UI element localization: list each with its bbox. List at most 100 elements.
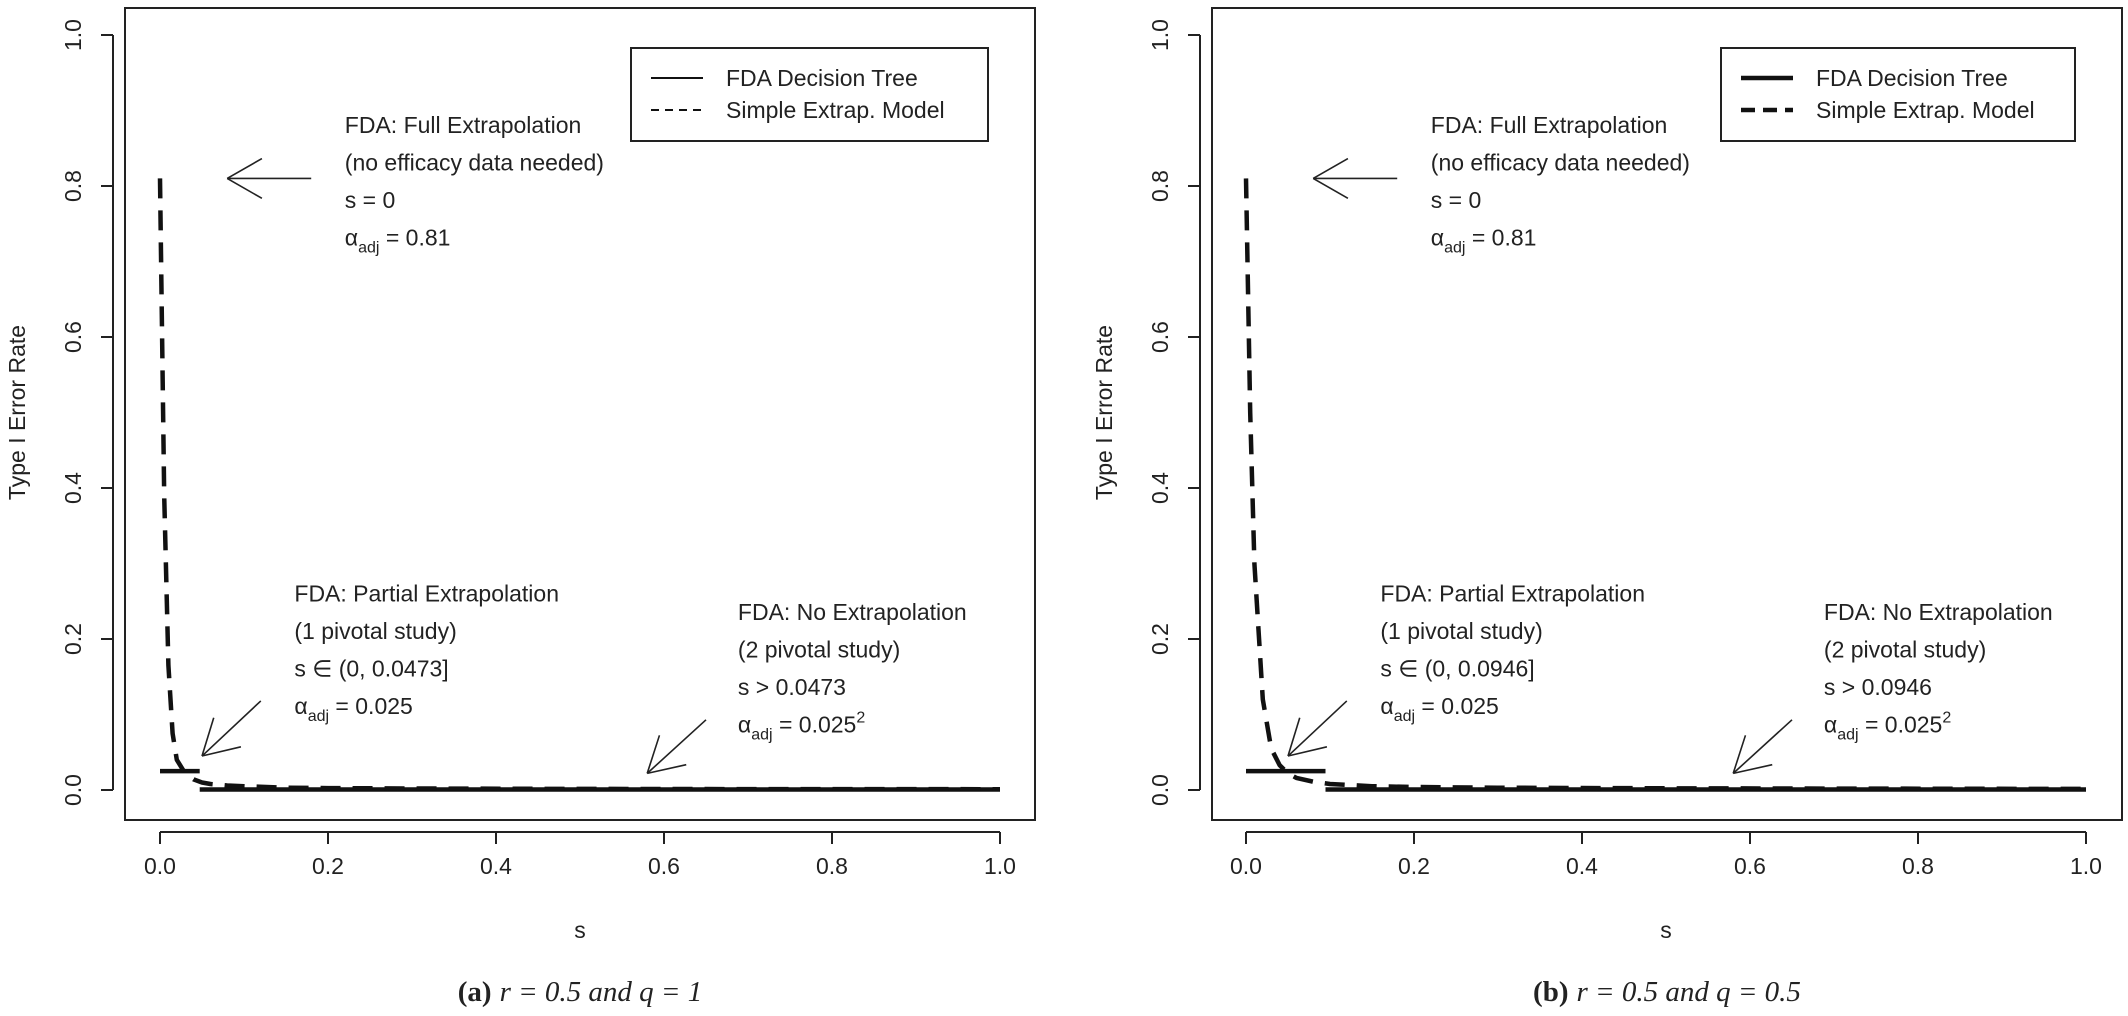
annotation: FDA: Partial Extrapolation (1 pivotal stu…	[1287, 580, 1645, 757]
alpha-equals: =	[1859, 712, 1885, 738]
x-axis: 0.0 0.2 0.4 0.6 0.8 1.0	[144, 831, 1016, 879]
annotation-text: s = 0	[1431, 187, 1482, 213]
alpha-subscript: adj	[1444, 240, 1465, 257]
x-tick-label: 1.0	[2070, 853, 2102, 879]
y-axis: 0.0 0.2 0.4 0.6 0.8 1.0	[60, 19, 114, 806]
series-simple-extrap-model	[1243, 178, 2087, 792]
plot-frame	[124, 7, 1036, 821]
annotation-text: (no efficacy data needed)	[1431, 150, 1690, 176]
annotation-arrow-head	[226, 157, 263, 180]
annotation-alpha: αadj = 0.0252	[738, 710, 865, 744]
alpha-symbol: α	[294, 693, 307, 719]
y-axis: 0.0 0.2 0.4 0.6 0.8 1.0	[1147, 19, 1201, 806]
x-tick-label: 1.0	[984, 853, 1016, 879]
x-tick-label: 0.8	[816, 853, 848, 879]
annotation-arrow-head	[646, 735, 661, 774]
alpha-symbol: α	[1380, 693, 1393, 719]
x-tick-label: 0.6	[648, 853, 680, 879]
alpha-equals: =	[379, 225, 405, 251]
alpha-equals: =	[329, 693, 355, 719]
legend: FDA Decision Tree Simple Extrap. Model	[630, 47, 989, 142]
annotation: FDA: No Extrapolation (2 pivotal study) s …	[646, 599, 967, 775]
alpha-subscript: adj	[1837, 727, 1858, 744]
alpha-symbol: α	[738, 712, 751, 738]
annotation-text: (2 pivotal study)	[738, 637, 900, 663]
alpha-value: 0.025	[355, 693, 413, 719]
annotation-text: FDA: Full Extrapolation	[345, 112, 581, 138]
annotation-text: s ∈ (0, 0.0946]	[1380, 655, 1534, 681]
y-tick-label: 0.4	[1147, 472, 1173, 504]
annotation-arrow-shaft	[1732, 719, 1793, 774]
y-tick-label: 0.8	[60, 170, 86, 202]
panel-b: 0.0 0.2 0.4 0.6 0.8 1.0 s 0.0 0.2 0.4 0.6 0.8 1.0 Typ…	[1091, 7, 2123, 1008]
annotation-arrow-head	[201, 746, 242, 757]
y-tick-label: 1.0	[1147, 19, 1173, 51]
y-axis-label: Type I Error Rate	[4, 325, 30, 500]
alpha-subscript: adj	[751, 727, 772, 744]
alpha-superscript: 2	[856, 710, 865, 727]
alpha-value: 0.81	[406, 225, 451, 251]
x-tick-label: 0.4	[480, 853, 512, 879]
annotation-text: FDA: Full Extrapolation	[1431, 112, 1667, 138]
y-tick-label: 0.8	[1147, 170, 1173, 202]
annotation-text: s ∈ (0, 0.0473]	[294, 655, 448, 681]
annotation-text: (no efficacy data needed)	[345, 150, 604, 176]
y-axis-label: Type I Error Rate	[1091, 325, 1117, 500]
annotation-arrow-shaft	[646, 719, 707, 774]
y-tick-label: 0.6	[1147, 321, 1173, 353]
series-simple-extrap-model	[157, 178, 1001, 792]
alpha-value: 0.025	[799, 712, 857, 738]
annotation-arrow-shaft	[1287, 700, 1348, 757]
caption-text: r = 0.5 and q = 1	[500, 976, 703, 1008]
annotation: FDA: Partial Extrapolation (1 pivotal stu…	[201, 580, 559, 757]
alpha-value: 0.025	[1885, 712, 1943, 738]
annotation-arrow-head	[1732, 735, 1747, 774]
alpha-subscript: adj	[308, 708, 329, 725]
annotation: FDA: Full Extrapolation (no efficacy data…	[226, 112, 604, 257]
annotation-text: s = 0	[345, 187, 396, 213]
x-tick-label: 0.4	[1566, 853, 1598, 879]
legend: FDA Decision Tree Simple Extrap. Model	[1720, 47, 2076, 142]
panel-a: 0.0 0.2 0.4 0.6 0.8 1.0 s 0.0 0.2 0.4 0.6 0.8 1.0 Typ…	[4, 7, 1036, 1008]
legend-label: FDA Decision Tree	[726, 65, 918, 91]
plot-frame	[1211, 7, 2123, 821]
x-axis-label: s	[1660, 917, 1672, 943]
annotation-alpha: αadj = 0.81	[345, 225, 451, 257]
annotation-arrow-head	[1287, 717, 1301, 757]
series-fda-decision-tree	[1246, 768, 2086, 792]
annotation-text: FDA: No Extrapolation	[1824, 599, 2053, 625]
annotation-arrow-head	[226, 177, 263, 200]
legend-box	[630, 47, 989, 142]
alpha-symbol: α	[345, 225, 358, 251]
alpha-symbol: α	[1824, 712, 1837, 738]
alpha-equals: =	[773, 712, 799, 738]
annotation-text: (2 pivotal study)	[1824, 637, 1986, 663]
y-tick-label: 0.2	[1147, 623, 1173, 655]
annotation-text: s > 0.0946	[1824, 674, 1932, 700]
y-tick-label: 1.0	[60, 19, 86, 51]
panel-caption: (a) r = 0.5 and q = 1	[458, 976, 703, 1008]
legend-label: FDA Decision Tree	[1816, 65, 2008, 91]
annotation-text: (1 pivotal study)	[294, 618, 456, 644]
annotation: FDA: Full Extrapolation (no efficacy data…	[1312, 112, 1690, 257]
alpha-value: 0.025	[1441, 693, 1499, 719]
annotation: FDA: No Extrapolation (2 pivotal study) s …	[1732, 599, 2053, 775]
x-tick-label: 0.0	[144, 853, 176, 879]
alpha-equals: =	[1415, 693, 1441, 719]
annotation-text: FDA: Partial Extrapolation	[294, 580, 559, 606]
annotation-arrow-head	[1733, 763, 1773, 775]
alpha-value: 0.81	[1492, 225, 1537, 251]
legend-box	[1720, 47, 2076, 142]
annotation-arrow-head	[201, 717, 215, 757]
alpha-subscript: adj	[1394, 708, 1415, 725]
series-line	[157, 178, 1001, 792]
x-axis-label: s	[574, 917, 586, 943]
y-tick-label: 0.0	[1147, 774, 1173, 806]
alpha-equals: =	[1465, 225, 1491, 251]
annotation-alpha: αadj = 0.81	[1431, 225, 1537, 257]
legend-label: Simple Extrap. Model	[1816, 97, 2035, 123]
annotation-arrow-shaft	[201, 700, 262, 757]
x-tick-label: 0.2	[1398, 853, 1430, 879]
annotation-arrow-head	[1312, 157, 1349, 180]
